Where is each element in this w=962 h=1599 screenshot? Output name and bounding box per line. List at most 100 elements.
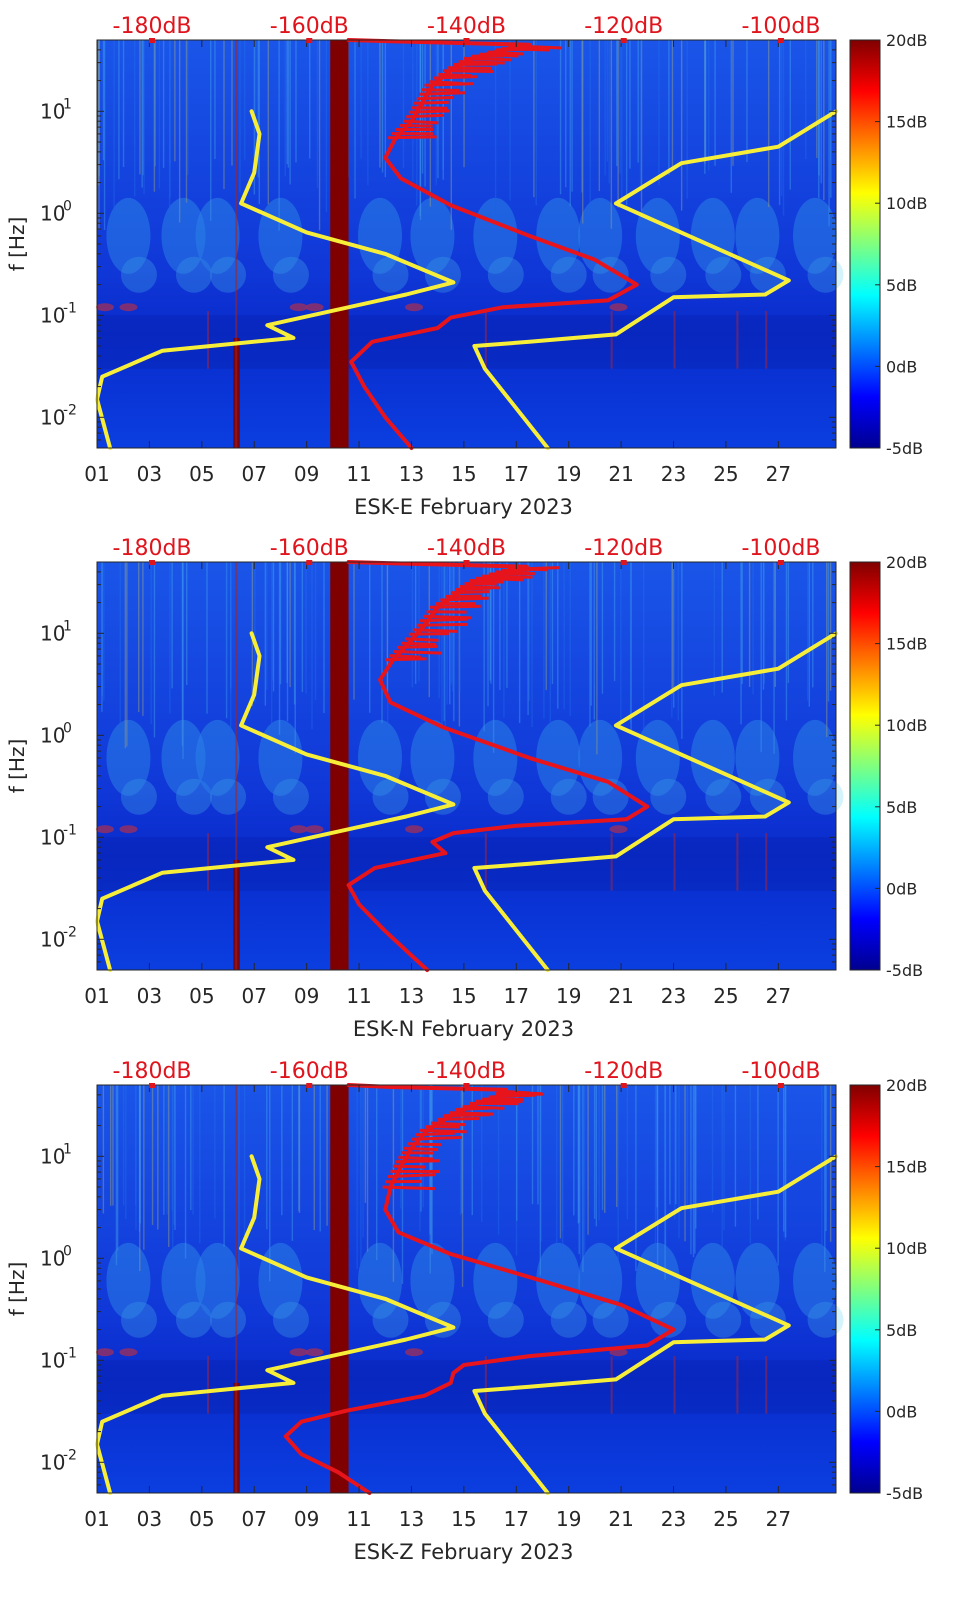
- texture-streak: [173, 1085, 175, 1226]
- texture-streak: [561, 1085, 564, 1232]
- texture-streak: [424, 40, 426, 187]
- texture-streak: [449, 562, 451, 705]
- texture-hot-spot: [119, 303, 138, 312]
- texture-blob-secondary: [550, 1301, 587, 1338]
- texture-streak: [818, 40, 820, 199]
- top-db-marker: [149, 1083, 156, 1088]
- y-tick-label-exponent: -2: [63, 1447, 77, 1463]
- texture-streak: [824, 1085, 826, 1272]
- psd-fringe-stroke: [479, 52, 519, 58]
- texture-streak: [825, 1085, 827, 1232]
- texture-streak: [116, 1085, 119, 1251]
- x-tick-label: 15: [451, 984, 476, 1008]
- texture-streak: [539, 1085, 542, 1276]
- texture-streak: [537, 1085, 539, 1205]
- texture-streak: [629, 40, 631, 169]
- texture-streak: [746, 40, 748, 163]
- texture-streak: [419, 40, 421, 216]
- texture-streak: [571, 40, 573, 192]
- texture-streak: [582, 1085, 584, 1272]
- texture-streak: [773, 562, 775, 754]
- psd-fringe-stroke: [463, 56, 512, 62]
- x-tick-label: 15: [451, 462, 476, 486]
- texture-blob-secondary: [210, 1301, 247, 1338]
- texture-streak: [293, 562, 296, 705]
- texture-streak: [150, 562, 152, 725]
- texture-streak: [563, 562, 565, 710]
- texture-streak: [401, 1085, 404, 1284]
- texture-red-spike: [736, 833, 739, 891]
- texture-streak: [294, 562, 297, 681]
- texture-streak: [620, 562, 622, 722]
- texture-hot-spot: [405, 825, 424, 834]
- x-tick-label: 13: [399, 984, 424, 1008]
- top-db-label: -140dB: [427, 14, 506, 39]
- texture-streak: [595, 1085, 598, 1227]
- texture-streak: [367, 40, 369, 186]
- texture-blob-microseism: [161, 1242, 206, 1319]
- texture-streak: [192, 1085, 194, 1215]
- psd-fringe-stroke: [399, 123, 433, 128]
- texture-streak: [113, 40, 115, 212]
- colorbar-tick-label: -5dB: [886, 961, 923, 980]
- texture-streak: [134, 40, 136, 197]
- texture-streak: [545, 562, 547, 691]
- y-tick-label-exponent: -1: [63, 300, 77, 316]
- texture-streak: [225, 562, 228, 719]
- texture-blob-secondary: [272, 256, 309, 293]
- psd-fringe-stroke: [469, 578, 504, 584]
- texture-streak: [483, 562, 485, 732]
- texture-streak: [171, 562, 173, 689]
- texture-streak: [581, 40, 583, 193]
- texture-streak: [721, 562, 723, 693]
- texture-streak: [422, 1085, 424, 1208]
- texture-streak: [784, 1085, 787, 1241]
- texture-hot-spot: [289, 1348, 308, 1357]
- x-tick-label: 17: [504, 462, 529, 486]
- texture-streak: [830, 40, 832, 198]
- texture-blob-microseism: [578, 197, 623, 274]
- texture-streak: [672, 562, 675, 708]
- texture-blob-microseism: [735, 197, 780, 274]
- texture-streak: [138, 562, 140, 712]
- texture-streak: [125, 1085, 127, 1220]
- texture-red-spike: [736, 311, 739, 369]
- texture-blob-secondary: [120, 778, 157, 815]
- texture-streak: [784, 1085, 787, 1238]
- texture-streak: [686, 1085, 688, 1205]
- texture-streak: [704, 40, 706, 174]
- texture-streak: [414, 562, 417, 684]
- texture-streak: [492, 562, 495, 753]
- texture-streak: [829, 562, 832, 691]
- texture-red-spike: [765, 1356, 768, 1414]
- psd-fringe-stroke: [514, 44, 563, 50]
- texture-streak: [578, 1085, 580, 1254]
- texture-streak: [587, 1085, 589, 1235]
- colorbar-tick-label: -5dB: [886, 439, 923, 458]
- x-tick-label: 07: [242, 984, 267, 1008]
- spectrogram-texture: [95, 562, 844, 891]
- texture-streak: [230, 562, 232, 693]
- texture-streak: [286, 40, 288, 165]
- texture-streak: [369, 562, 371, 713]
- texture-streak: [400, 1085, 402, 1209]
- texture-blob-secondary: [650, 256, 687, 293]
- texture-streak: [223, 40, 225, 190]
- texture-streak: [593, 562, 596, 720]
- texture-streak: [829, 40, 832, 161]
- psd-fringe-stroke: [419, 617, 468, 623]
- y-tick-label-exponent: 1: [63, 1141, 72, 1157]
- texture-streak: [102, 1085, 105, 1214]
- y-tick-label-exponent: -2: [63, 402, 77, 418]
- texture-streak: [171, 1085, 174, 1250]
- texture-streak: [139, 1085, 141, 1224]
- texture-streak: [748, 562, 751, 687]
- texture-streak: [655, 1085, 657, 1225]
- texture-streak: [549, 562, 552, 737]
- texture-streak: [153, 562, 156, 738]
- texture-streak: [740, 562, 742, 725]
- texture-streak: [418, 562, 420, 682]
- texture-streak: [827, 562, 830, 702]
- top-db-marker: [463, 38, 470, 43]
